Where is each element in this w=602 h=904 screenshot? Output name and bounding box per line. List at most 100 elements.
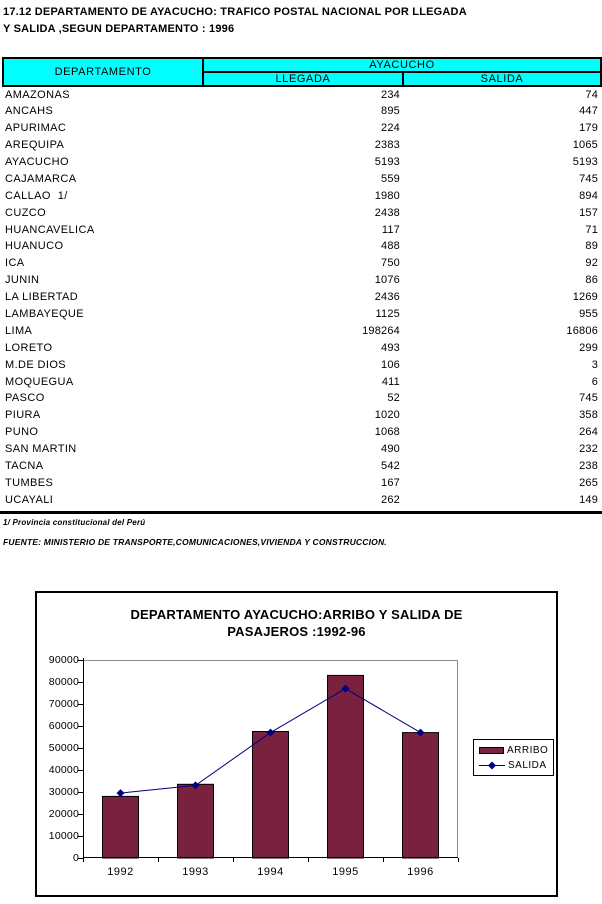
- table-row: CAJAMARCA 559 745: [3, 170, 601, 187]
- llegada-value: 559: [381, 172, 400, 185]
- chart-title-line1: DEPARTAMENTO AYACUCHO:ARRIBO Y SALIDA DE: [130, 607, 463, 622]
- table-row: APURIMAC 224 179: [3, 120, 601, 137]
- llegada-value: 198264: [362, 324, 400, 337]
- department-name: AREQUIPA: [5, 139, 65, 152]
- llegada-value: 490: [381, 443, 400, 456]
- salida-value: 6: [591, 375, 599, 388]
- llegada-value: 106: [381, 358, 400, 371]
- y-axis-label: 0: [72, 852, 79, 864]
- department-name: APURIMAC: [5, 122, 67, 135]
- department-name: JUNIN: [5, 274, 40, 287]
- arribo-bar: [327, 674, 364, 859]
- llegada-value: 117: [381, 223, 400, 236]
- x-axis-label: 1993: [182, 866, 209, 878]
- department-name: ICA: [5, 257, 25, 270]
- salida-value: 358: [579, 409, 599, 422]
- salida-value: 955: [579, 308, 599, 321]
- department-name: HUANCAVELICA: [5, 223, 95, 236]
- table-row: CUZCO 2438 157: [3, 204, 601, 221]
- department-name: MOQUEGUA: [5, 375, 74, 388]
- llegada-value: 542: [381, 460, 400, 473]
- y-axis-label: 70000: [48, 698, 79, 710]
- footnote-callao: 1/ Provincia constitucional del Perú: [3, 518, 146, 527]
- salida-line-swatch-icon: [479, 761, 505, 769]
- table-bottom-rule: [0, 511, 602, 514]
- department-name: HUANUCO: [5, 240, 64, 253]
- table-row: M.DE DIOS 106 3: [3, 356, 601, 373]
- table-row: HUANCAVELICA 117 71: [3, 221, 601, 238]
- department-name: SAN MARTIN: [5, 443, 77, 456]
- arribo-bar: [102, 795, 139, 859]
- department-name: PUNO: [5, 426, 39, 439]
- legend-item-salida: SALIDA: [479, 760, 553, 771]
- table-row: HUANUCO 488 89: [3, 238, 601, 255]
- llegada-value: 224: [381, 122, 400, 135]
- department-name: LIMA: [5, 324, 33, 337]
- postal-table-body: AMAZONAS 234 74 ANCAHS 895 447 APURIMAC 224 179 A…: [3, 86, 601, 508]
- arribo-bar-swatch-icon: [479, 746, 504, 754]
- llegada-value: 1980: [374, 189, 400, 202]
- salida-value: 299: [579, 341, 599, 354]
- llegada-value: 1068: [374, 426, 400, 439]
- salida-marker: [191, 781, 200, 790]
- department-name: M.DE DIOS: [5, 358, 67, 371]
- department-name: LA LIBERTAD: [5, 291, 79, 304]
- salida-value: 149: [579, 493, 599, 506]
- salida-marker: [266, 728, 275, 737]
- salida-marker: [416, 728, 425, 737]
- salida-value: 238: [579, 460, 599, 473]
- department-name: PASCO: [5, 392, 45, 405]
- table-row: PASCO 52 745: [3, 390, 601, 407]
- table-row: MOQUEGUA 411 6: [3, 373, 601, 390]
- col-header-llegada: LLEGADA: [202, 71, 404, 87]
- y-axis-label: 20000: [48, 808, 79, 820]
- department-name: PIURA: [5, 409, 41, 422]
- salida-value: 74: [585, 88, 599, 101]
- table-row: TUMBES 167 265: [3, 474, 601, 491]
- llegada-value: 234: [381, 88, 400, 101]
- salida-value: 1269: [572, 291, 599, 304]
- page-title-line2: Y SALIDA ,SEGUN DEPARTAMENTO : 1996: [3, 23, 235, 35]
- table-header: DEPARTAMENTO AYACUCHO LLEGADA SALIDA: [2, 57, 602, 87]
- page-title-line1: 17.12 DEPARTAMENTO DE AYACUCHO: TRAFICO …: [3, 6, 467, 18]
- llegada-value: 1125: [375, 308, 400, 321]
- table-row: CALLAO 1/1980 894: [3, 187, 601, 204]
- salida-value: 16806: [566, 324, 599, 337]
- salida-value: 232: [579, 443, 599, 456]
- chart-legend: ARRIBO SALIDA: [473, 739, 554, 776]
- department-name: ANCAHS: [5, 105, 54, 118]
- salida-value: 157: [579, 206, 599, 219]
- salida-value: 1065: [572, 139, 599, 152]
- department-name: UCAYALI: [5, 493, 54, 506]
- llegada-value: 2438: [374, 206, 400, 219]
- salida-value: 71: [585, 223, 599, 236]
- salida-value: 265: [579, 476, 599, 489]
- chart-plot-area: [78, 658, 459, 862]
- table-row: LORETO 493 299: [3, 339, 601, 356]
- llegada-value: 2383: [374, 139, 400, 152]
- y-axis-label: 60000: [48, 720, 79, 732]
- chart-title: DEPARTAMENTO AYACUCHO:ARRIBO Y SALIDA DE…: [37, 606, 556, 640]
- legend-label-salida: SALIDA: [508, 759, 547, 771]
- y-axis-label: 40000: [48, 764, 79, 776]
- arribo-bar: [252, 731, 289, 859]
- salida-marker: [116, 789, 125, 798]
- table-row: UCAYALI 262 149: [3, 491, 601, 508]
- llegada-value: 1020: [374, 409, 400, 422]
- llegada-value: 2436: [374, 291, 400, 304]
- legend-item-arribo: ARRIBO: [479, 745, 553, 756]
- arribo-bar: [402, 732, 439, 859]
- salida-value: 745: [579, 392, 599, 405]
- department-name: CUZCO: [5, 206, 47, 219]
- department-name: AYACUCHO: [5, 156, 69, 168]
- salida-value: 447: [579, 105, 599, 118]
- llegada-value: 5193: [374, 156, 400, 168]
- y-axis-label: 90000: [48, 654, 79, 666]
- salida-value: 86: [585, 274, 599, 287]
- table-row: LAMBAYEQUE 1125 955: [3, 306, 601, 323]
- y-axis-label: 80000: [48, 676, 79, 688]
- table-row: JUNIN 1076 86: [3, 272, 601, 289]
- arribo-bar: [177, 783, 214, 859]
- legend-label-arribo: ARRIBO: [507, 744, 549, 756]
- llegada-value: 488: [381, 240, 400, 253]
